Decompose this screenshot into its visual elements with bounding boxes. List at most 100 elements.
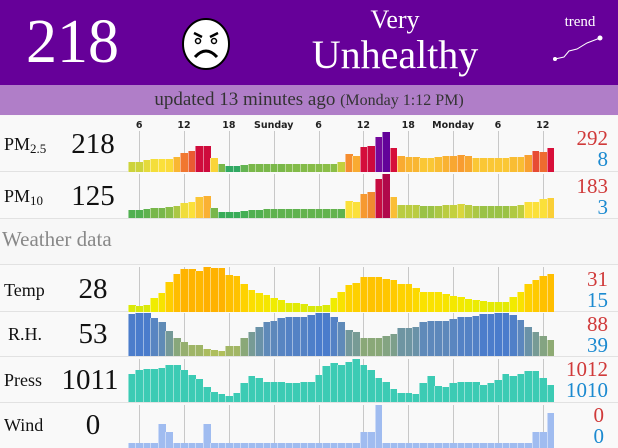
pm25-bar[interactable] <box>322 163 331 172</box>
pm10-bar[interactable] <box>202 196 211 218</box>
rh-bar[interactable] <box>262 321 271 356</box>
rh-chart[interactable] <box>128 313 555 356</box>
pm10-bar[interactable] <box>232 211 241 218</box>
pm10-bar[interactable] <box>501 206 510 218</box>
press-bar[interactable] <box>516 374 525 402</box>
temp-bar[interactable] <box>329 298 338 312</box>
temp-bar[interactable] <box>494 302 502 312</box>
pm10-bar[interactable] <box>434 205 443 218</box>
pm25-bar[interactable] <box>195 146 204 172</box>
wind-bar[interactable] <box>135 442 144 448</box>
temp-bar[interactable] <box>225 274 233 312</box>
temp-bar[interactable] <box>464 299 473 312</box>
wind-bar[interactable] <box>284 442 293 448</box>
temp-bar[interactable] <box>479 300 488 312</box>
temp-bar[interactable] <box>456 296 465 312</box>
rh-bar[interactable] <box>165 330 174 356</box>
rh-bar[interactable] <box>434 320 443 356</box>
wind-bar[interactable] <box>292 442 301 448</box>
rh-bar[interactable] <box>389 333 398 356</box>
rh-bar[interactable] <box>449 319 458 356</box>
wind-bar[interactable] <box>322 442 331 448</box>
press-bar[interactable] <box>486 383 495 402</box>
rh-bar[interactable] <box>486 313 495 356</box>
row-pm25[interactable]: PM2.5 218 6 12 18 Sunday 6 12 18 Monday 6 12 292 8 <box>0 116 618 172</box>
rh-bar[interactable] <box>509 315 517 356</box>
temp-bar[interactable] <box>142 304 151 312</box>
temp-bar[interactable] <box>404 283 413 312</box>
press-bar[interactable] <box>135 369 144 402</box>
pm10-bar[interactable] <box>128 209 136 218</box>
wind-bar[interactable] <box>307 442 316 448</box>
press-bar[interactable] <box>157 367 166 402</box>
press-bar[interactable] <box>270 381 278 402</box>
wind-bar[interactable] <box>157 423 166 448</box>
temp-bar[interactable] <box>546 274 555 312</box>
press-bar[interactable] <box>292 383 301 402</box>
press-bar[interactable] <box>464 381 473 402</box>
pm10-bar[interactable] <box>397 205 405 218</box>
pm25-bar[interactable] <box>501 157 510 172</box>
rh-bar[interactable] <box>225 346 233 356</box>
rh-bar[interactable] <box>329 316 338 356</box>
pm10-bar[interactable] <box>217 211 226 218</box>
pm25-bar[interactable] <box>359 147 368 172</box>
wind-bar[interactable] <box>471 442 480 448</box>
rh-bar[interactable] <box>210 350 218 356</box>
row-press[interactable]: Press 1011 1012 1010 <box>0 357 618 403</box>
temp-bar[interactable] <box>374 276 383 312</box>
temp-bar[interactable] <box>270 298 278 312</box>
press-bar[interactable] <box>180 370 189 402</box>
wind-bar[interactable] <box>329 442 338 448</box>
press-bar[interactable] <box>374 377 383 402</box>
press-bar[interactable] <box>449 383 458 402</box>
temp-bar[interactable] <box>299 303 308 312</box>
rh-bar[interactable] <box>404 328 413 356</box>
press-bar[interactable] <box>128 374 136 402</box>
pm25-bar[interactable] <box>180 152 189 172</box>
wind-bar[interactable] <box>367 431 375 448</box>
pm10-bar[interactable] <box>546 197 555 218</box>
temp-bar[interactable] <box>314 305 323 312</box>
press-bar[interactable] <box>165 364 174 402</box>
rh-bar[interactable] <box>195 345 204 356</box>
rh-bar[interactable] <box>135 313 144 356</box>
wind-bar[interactable] <box>397 442 405 448</box>
press-bar[interactable] <box>419 383 428 402</box>
rh-bar[interactable] <box>292 316 301 356</box>
pm25-bar[interactable] <box>262 164 271 172</box>
temp-bar[interactable] <box>389 280 398 312</box>
pm25-bar[interactable] <box>142 160 151 172</box>
pm10-bar[interactable] <box>157 207 166 218</box>
pm10-bar[interactable] <box>299 208 308 218</box>
temp-bar[interactable] <box>284 302 293 312</box>
pm10-bar[interactable] <box>509 205 517 218</box>
pm10-bar[interactable] <box>471 205 480 218</box>
wind-bar[interactable] <box>479 442 488 448</box>
temp-bar[interactable] <box>247 289 256 312</box>
pm25-bar[interactable] <box>240 164 248 172</box>
press-bar[interactable] <box>471 381 480 402</box>
press-bar[interactable] <box>539 377 547 402</box>
pm25-bar[interactable] <box>344 154 353 172</box>
wind-bar[interactable] <box>232 442 241 448</box>
pm25-bar[interactable] <box>292 164 301 172</box>
pm10-bar[interactable] <box>307 208 316 218</box>
pm25-bar[interactable] <box>247 164 256 172</box>
rh-bar[interactable] <box>516 319 525 356</box>
pm10-bar[interactable] <box>516 204 525 218</box>
pm10-bar[interactable] <box>210 207 218 218</box>
pm25-bar[interactable] <box>367 145 375 172</box>
pm25-bar[interactable] <box>404 156 413 172</box>
wind-bar[interactable] <box>225 442 233 448</box>
press-bar[interactable] <box>307 381 316 402</box>
wind-bar[interactable] <box>509 442 517 448</box>
press-bar[interactable] <box>247 376 256 402</box>
temp-bar[interactable] <box>322 304 331 312</box>
rh-bar[interactable] <box>471 316 480 356</box>
pm25-bar[interactable] <box>471 157 480 172</box>
temp-bar[interactable] <box>471 299 480 312</box>
pm10-bar[interactable] <box>486 206 495 218</box>
pm10-bar[interactable] <box>277 209 286 218</box>
temp-bar[interactable] <box>195 270 204 312</box>
